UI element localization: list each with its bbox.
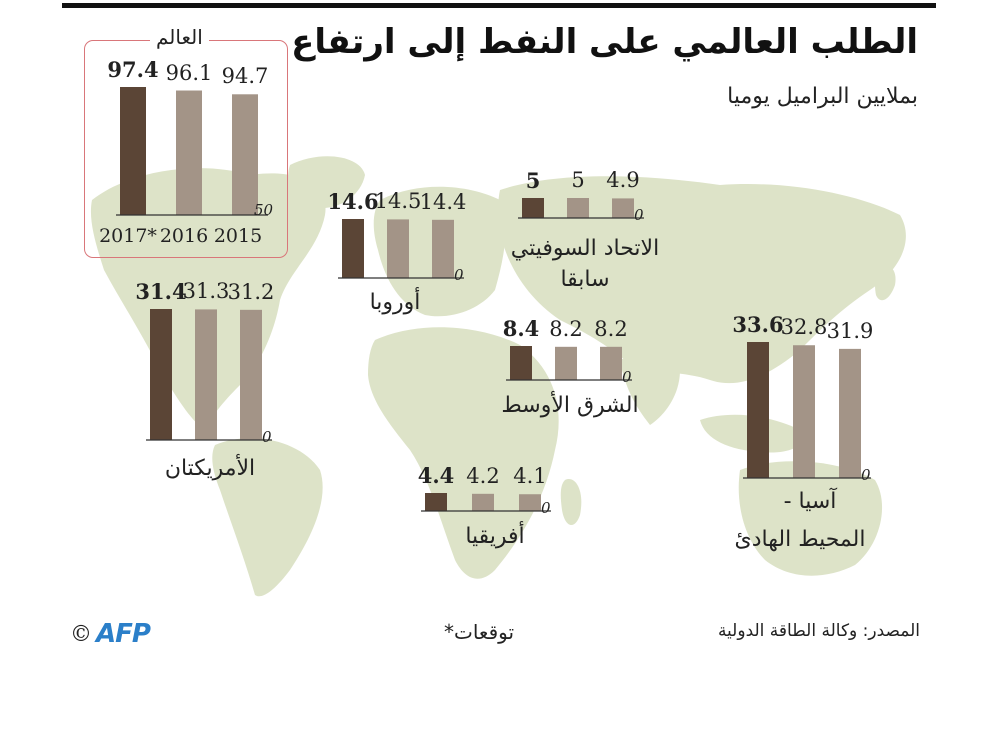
- world-region-label: العالم: [150, 25, 209, 49]
- americas-bar-2015: [240, 309, 262, 440]
- asia-pacific-axis-min-label: 0: [861, 466, 871, 484]
- americas-value-label-2017: 31.4: [135, 279, 187, 304]
- world-year-2017: 2017*: [99, 225, 157, 247]
- europe-bar-2015: [432, 219, 454, 278]
- middle-east-bar-2016: [555, 346, 577, 380]
- asia-region-label-line1: آسيا -: [783, 489, 837, 514]
- ussr-value-label-2017: 5: [525, 168, 541, 193]
- ussr-bar-2015: [612, 198, 634, 218]
- world-bar-2017: [120, 87, 146, 215]
- americas-region-label: الأمريكتان: [164, 456, 256, 481]
- world-bar-2016: [176, 90, 202, 215]
- ussr-bar-2017: [522, 198, 544, 218]
- americas-bar-2017: [150, 309, 172, 440]
- map-madagascar: [560, 479, 582, 526]
- asia-pacific-value-label-2016: 32.8: [780, 315, 828, 340]
- asia-pacific-bar-2017: [747, 342, 769, 478]
- africa-value-label-2015: 4.1: [513, 464, 547, 489]
- europe-axis-min-label: 0: [454, 266, 464, 284]
- world-year-2016: 2016: [159, 225, 209, 247]
- world-value-label-2015: 94.7: [221, 64, 269, 89]
- asia-pacific-bar-2016: [793, 345, 815, 478]
- map-greenland: [288, 156, 365, 209]
- world-value-label-2016: 96.1: [165, 60, 213, 85]
- map-north-america: [90, 168, 326, 431]
- europe-value-label-2017: 14.6: [327, 189, 379, 214]
- map-india: [620, 354, 680, 425]
- middle-east-bar-2015: [600, 346, 622, 380]
- middle-east-value-label-2016: 8.2: [549, 316, 583, 341]
- world-axis-min-label: 50: [254, 201, 274, 219]
- copyright-symbol: ©: [70, 622, 92, 647]
- africa-value-label-2017: 4.4: [417, 463, 455, 488]
- asia-pacific-value-label-2015: 31.9: [826, 318, 874, 343]
- ussr-bar-2016: [567, 198, 589, 218]
- page-subtitle: بملايين البراميل يوميا: [727, 84, 918, 109]
- middle-east-axis-min-label: 0: [622, 368, 632, 386]
- map-africa: [368, 327, 559, 579]
- americas-value-label-2015: 31.2: [227, 279, 275, 304]
- americas-value-label-2016: 31.3: [182, 279, 230, 304]
- asia-region-label-line2: المحيط الهادئ: [734, 527, 866, 552]
- asia-pacific-value-label-2017: 33.6: [732, 312, 784, 337]
- africa-bar-2017: [425, 493, 447, 511]
- map-japan: [875, 266, 896, 301]
- asia-pacific-bar-2015: [839, 348, 861, 478]
- middle-east-value-label-2015: 8.2: [594, 316, 628, 341]
- europe-bar-2016: [387, 219, 409, 278]
- africa-bar-2015: [519, 494, 541, 511]
- africa-axis-min-label: 0: [541, 499, 551, 517]
- source-note: المصدر: وكالة الطاقة الدولية: [717, 621, 920, 641]
- ussr-value-label-2016: 5: [571, 168, 585, 192]
- americas-bar-2016: [195, 309, 217, 440]
- world-bar-2015: [232, 94, 258, 215]
- page-title: الطلب العالمي على النفط إلى ارتفاع: [291, 22, 918, 62]
- map-asia: [498, 176, 906, 384]
- africa-value-label-2016: 4.2: [466, 463, 500, 488]
- afp-logo: AFP: [96, 619, 151, 649]
- europe-value-label-2015: 14.4: [419, 189, 467, 214]
- world-value-label-2017: 97.4: [107, 57, 159, 82]
- forecast-note: *توقعات: [444, 620, 515, 644]
- europe-region-label: أوروبا: [369, 290, 421, 315]
- map-south-america: [212, 438, 323, 597]
- middle-east-region-label: الشرق الأوسط: [501, 393, 639, 418]
- africa-bar-2016: [472, 493, 494, 511]
- map-australia: [738, 461, 883, 576]
- ussr-value-label-2015: 4.9: [606, 168, 640, 193]
- middle-east-value-label-2017: 8.4: [502, 316, 540, 341]
- africa-region-label: أفريقيا: [465, 524, 525, 549]
- ussr-axis-min-label: 0: [634, 206, 644, 224]
- world-year-2015: 2015: [213, 225, 263, 247]
- ussr-region-label-line2: سابقا: [560, 267, 610, 292]
- middle-east-bar-2017: [510, 346, 532, 380]
- americas-axis-min-label: 0: [262, 428, 272, 446]
- europe-bar-2017: [342, 219, 364, 278]
- ussr-region-label-line1: الاتحاد السوفيتي: [510, 236, 660, 261]
- top-rule: [62, 3, 936, 8]
- europe-value-label-2016: 14.5: [374, 189, 422, 214]
